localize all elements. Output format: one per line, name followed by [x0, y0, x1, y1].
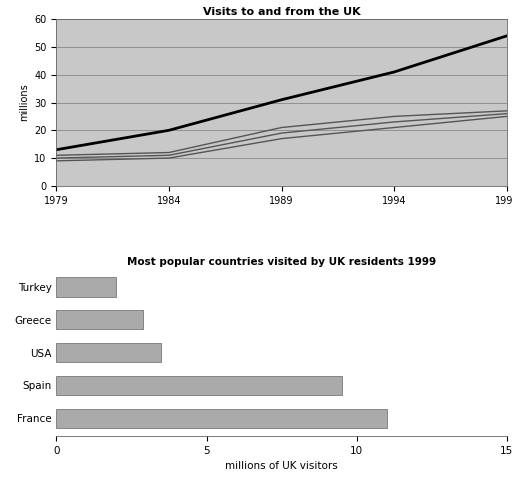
Bar [56, 409, 387, 428]
Bar [56, 342, 161, 363]
Y-axis label: millions: millions [18, 84, 29, 121]
X-axis label: millions of UK visitors: millions of UK visitors [225, 461, 338, 471]
Title: Visits to and from the UK: Visits to and from the UK [203, 7, 360, 17]
Bar [56, 376, 342, 395]
Bar [56, 310, 143, 330]
Bar [56, 277, 116, 297]
Title: Most popular countries visited by UK residents 1999: Most popular countries visited by UK res… [127, 257, 436, 267]
